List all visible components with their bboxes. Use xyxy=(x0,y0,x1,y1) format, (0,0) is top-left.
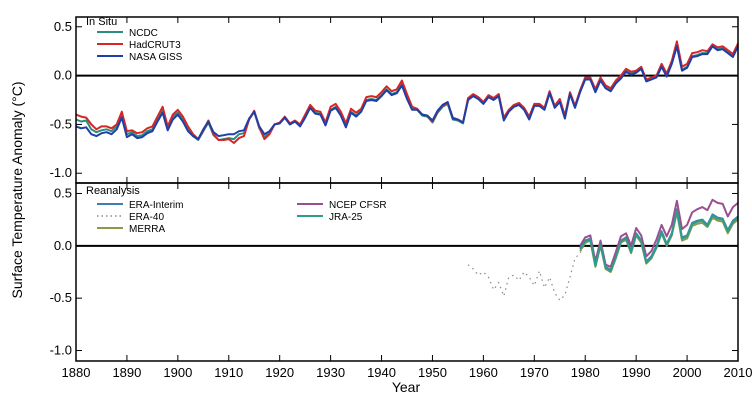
x-axis-ticks: 1880 1890 1900 1910 1920 1930 1940 1950 1960 1970… xyxy=(62,365,752,380)
legend-label: ERA-Interim xyxy=(129,200,183,211)
x-tick-label: 1900 xyxy=(163,365,192,380)
x-tick-label: 2010 xyxy=(724,365,752,380)
legend-label: NCEP CFSR xyxy=(329,200,387,211)
panel-title: Reanalysis xyxy=(86,185,140,197)
x-tick-label: 1970 xyxy=(520,365,549,380)
y-axis-label: Surface Temperature Anomaly (°C) xyxy=(9,82,25,299)
legend-label: MERRA xyxy=(129,224,165,235)
x-tick-label: 1950 xyxy=(418,365,447,380)
y-tick-label: 0.0 xyxy=(54,68,72,83)
panel-reanalysis: -1.0 -0.5 0.0 0.5 Reanalysis ERA-InterimERA-4… xyxy=(50,182,739,362)
series-line-nasa-giss xyxy=(75,45,739,141)
x-tick-label: 1910 xyxy=(214,365,243,380)
series-line-hadcrut3 xyxy=(75,40,739,144)
y-tick-label: 0.5 xyxy=(54,19,72,34)
series-line-jra-25 xyxy=(579,209,739,272)
y-tick-label: -1.0 xyxy=(50,165,72,180)
legend-label: NCDC xyxy=(129,28,158,39)
y-tick-label: -0.5 xyxy=(50,116,72,131)
x-tick-label: 1980 xyxy=(571,365,600,380)
x-tick-label: 1930 xyxy=(316,365,345,380)
x-tick-label: 1880 xyxy=(62,365,91,380)
x-tick-label: 1940 xyxy=(367,365,396,380)
x-tick-label: 2000 xyxy=(673,365,702,380)
panel-title: In Situ xyxy=(86,16,117,28)
y-tick-label: -1.0 xyxy=(50,343,72,358)
x-tick-label: 1990 xyxy=(622,365,651,380)
legend-label: NASA GISS xyxy=(129,52,183,63)
panel-frame xyxy=(75,182,739,362)
x-axis-label: Year xyxy=(392,379,421,393)
y-tick-label: 0.0 xyxy=(54,238,72,253)
legend-label: ERA-40 xyxy=(129,212,164,223)
series-line-era-40 xyxy=(467,210,683,301)
y-tick-label: 0.5 xyxy=(54,185,72,200)
y-tick-label: -0.5 xyxy=(50,290,72,305)
x-tick-label: 1960 xyxy=(469,365,498,380)
legend-label: JRA-25 xyxy=(329,212,363,223)
series-line-ncep-cfsr xyxy=(579,198,739,268)
x-tick-label: 1890 xyxy=(112,365,141,380)
legend-label: HadCRUT3 xyxy=(129,40,181,51)
x-tick-label: 1920 xyxy=(265,365,294,380)
